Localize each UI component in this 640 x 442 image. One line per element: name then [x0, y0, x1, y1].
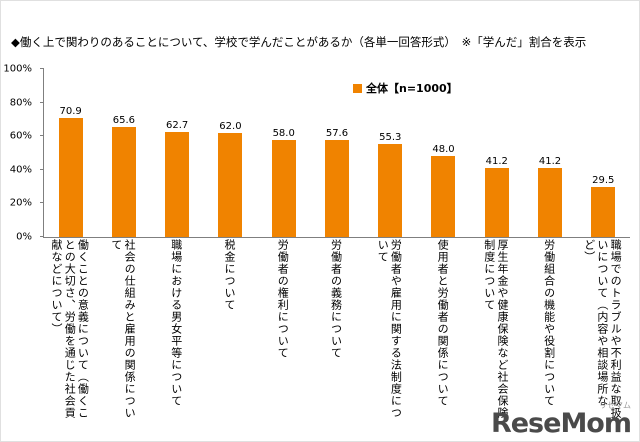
category-label-text: 職場における男女平等について: [169, 239, 183, 407]
category-label-text: 職場でのトラブルや不利益な取扱いについて（内容や相談場所など）: [582, 239, 623, 419]
chart-column: 62.0: [204, 69, 257, 237]
chart-column: 65.6: [97, 69, 150, 237]
bar: [324, 140, 349, 237]
chart-column: 29.5: [577, 69, 630, 237]
y-tick-label: 80%: [9, 97, 32, 109]
bar-value-label: 29.5: [592, 175, 615, 187]
category-label-text: 労働者や雇用に関する法制度について: [376, 239, 403, 419]
category-label-text: 働くことの意義について（働くことの大切さ、労働を通じた社会貢献などについて）: [50, 239, 90, 419]
y-tick-mark: [40, 236, 44, 237]
bar-value-label: 41.2: [538, 155, 562, 167]
category-label-text: 使用者と労働者の関係について: [436, 239, 450, 407]
bar-value-label: 58.0: [272, 127, 295, 139]
bar-value-label: 62.0: [219, 120, 242, 132]
chart-column: 41.2: [523, 69, 576, 237]
category-label-text: 税金について: [223, 239, 237, 311]
bar: [111, 126, 136, 237]
chart-column: 62.7: [151, 69, 204, 237]
chart-title: ◆働く上で関わりのあることについて、学校で学んだことがあるか（各単一回答形式） …: [11, 35, 587, 49]
bar-value-label: 62.7: [166, 119, 189, 131]
category-label-text: 労働者の権利について: [276, 239, 290, 359]
category-label: 社会の仕組みと雇用の関係について: [96, 239, 149, 425]
bar: [165, 131, 190, 237]
y-axis: 0% 20% 40% 60% 80% 100%: [1, 64, 41, 243]
bar-value-label: 57.6: [325, 128, 349, 140]
category-label: 労働組合の機能や役割について: [522, 239, 575, 425]
resemom-logo: リセマム ReseMom: [490, 400, 632, 439]
category-label-text: 労働者の義務について: [329, 239, 343, 359]
chart-column: 55.3: [364, 69, 417, 237]
y-tick-mark: [40, 68, 44, 69]
chart-column: 41.2: [470, 69, 523, 237]
resemom-logo-katakana: リセマム: [599, 401, 631, 410]
y-tick-label: 60%: [9, 130, 32, 142]
bar-value-label: 70.9: [59, 105, 82, 117]
chart-column: 57.6: [310, 69, 363, 237]
category-label-text: 労働組合の機能や役割について: [542, 239, 556, 407]
category-label: 税金について: [203, 239, 256, 425]
category-label-text: 厚生年金や健康保険など社会保険制度について: [482, 239, 509, 419]
bar: [271, 139, 296, 237]
bar-value-label: 48.0: [432, 144, 455, 156]
y-tick-label: 20%: [9, 197, 32, 209]
bar: [58, 117, 83, 237]
bar: [431, 156, 456, 237]
y-tick-mark: [40, 101, 44, 103]
category-label-text: 社会の仕組みと雇用の関係について: [109, 239, 137, 419]
bar: [378, 144, 403, 237]
bar-value-label: 65.6: [112, 114, 136, 126]
category-label: 労働者や雇用に関する法制度について: [363, 239, 416, 425]
bar: [538, 167, 563, 237]
legend-label: 全体【n=1000】: [366, 82, 458, 95]
bar-value-label: 41.2: [485, 155, 508, 167]
y-tick-mark: [40, 202, 44, 204]
bar-value-label: 55.3: [379, 132, 402, 144]
category-label: 厚生年金や健康保険など社会保険制度について: [469, 239, 522, 425]
bar: [218, 132, 243, 237]
legend-swatch: [353, 83, 362, 93]
bar: [484, 167, 509, 237]
chart-column: 58.0: [257, 69, 310, 237]
y-tick-label: 40%: [9, 164, 32, 176]
y-tick-mark: [40, 168, 44, 170]
y-tick-label: 0%: [16, 231, 32, 243]
chart-column: 48.0: [417, 69, 470, 237]
category-label: 労働者の権利について: [256, 239, 309, 425]
y-tick-label: 100%: [3, 63, 32, 75]
y-tick-mark: [40, 135, 44, 137]
bar: [591, 187, 616, 237]
legend: 全体【n=1000】: [353, 80, 458, 96]
category-axis: 働くことの意義について（働くことの大切さ、労働を通じた社会貢献などについて） 社会…: [43, 239, 629, 425]
category-label: 労働者の義務について: [309, 239, 362, 425]
plot-area: 70.9 65.6 62.7 62.0 58.0 57.6 55.3 48.0 41.2 41.2…: [40, 68, 630, 238]
category-label: 働くことの意義について（働くことの大切さ、労働を通じた社会貢献などについて）: [43, 239, 96, 425]
category-label: 使用者と労働者の関係について: [416, 239, 469, 425]
chart-column: 70.9: [44, 69, 97, 237]
category-label: 職場における男女平等について: [150, 239, 203, 425]
category-label: 職場でのトラブルや不利益な取扱いについて（内容や相談場所など）: [576, 239, 629, 425]
resemom-logo-text: ReseMom: [490, 408, 632, 439]
